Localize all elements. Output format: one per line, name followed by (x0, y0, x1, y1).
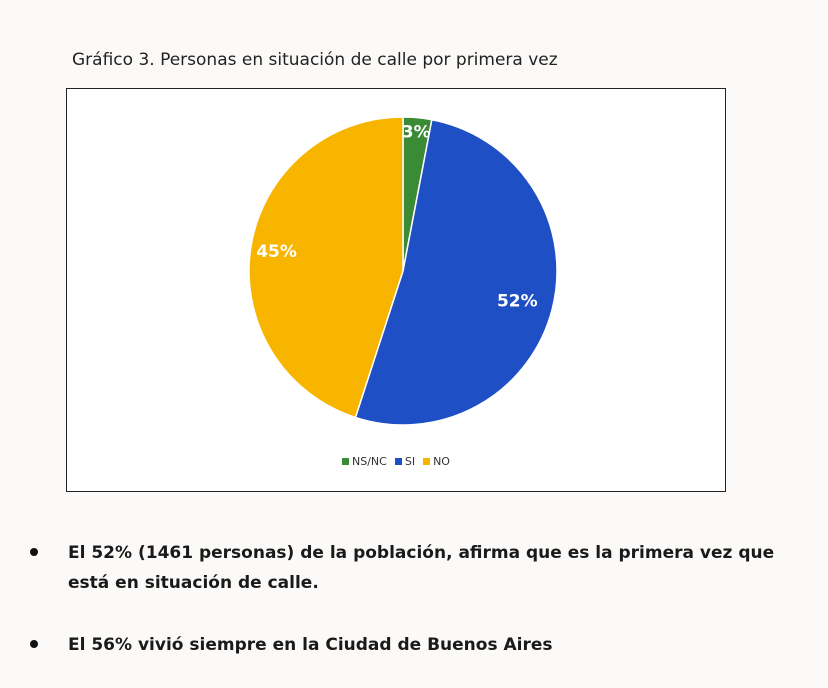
bullet-icon (30, 640, 38, 648)
legend-label: NS/NC (352, 455, 387, 468)
bullet-icon (30, 548, 38, 556)
legend-label: NO (433, 455, 450, 468)
legend-item-no: NO (423, 455, 450, 468)
pie-slice-no (248, 116, 404, 419)
legend-swatch-icon (423, 458, 431, 465)
legend-swatch-icon (394, 458, 402, 465)
bullet-item-2: El 56% vivió siempre en la Ciudad de Bue… (30, 630, 808, 660)
pie-chart: 3% 52% 45% NS/NC SI NO (66, 88, 726, 492)
legend-item-ns-nc: NS/NC (342, 455, 387, 468)
legend-label: SI (404, 455, 416, 468)
chart-caption: Gráfico 3. Personas en situación de call… (72, 50, 558, 70)
bullet-text: El 52% (1461 personas) de la población, … (68, 543, 775, 593)
pie-slice-si (354, 118, 558, 426)
chart-legend: NS/NC SI NO (67, 455, 725, 468)
legend-swatch-icon (342, 458, 350, 465)
pie-chart-svg: 3% 52% 45% (248, 116, 558, 426)
pie-label-ns-nc: 3% (402, 123, 431, 143)
bullet-text: El 56% vivió siempre en la Ciudad de Bue… (68, 635, 553, 655)
pie-label-si: 52% (497, 291, 538, 311)
pie-label-no: 45% (256, 242, 297, 262)
legend-item-si: SI (394, 455, 416, 468)
bullet-item-1: El 52% (1461 personas) de la población, … (30, 538, 808, 598)
